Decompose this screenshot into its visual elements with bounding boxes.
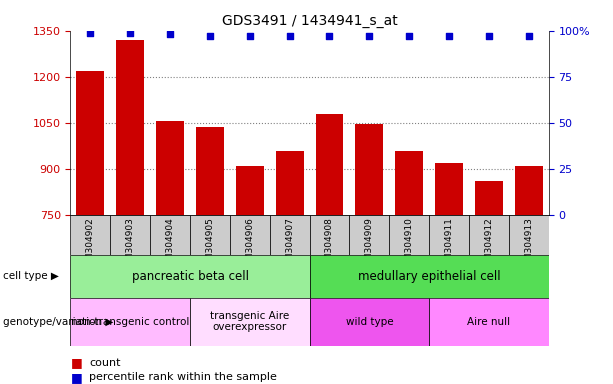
Text: GSM304912: GSM304912 <box>484 217 493 272</box>
Bar <box>116 40 144 215</box>
Bar <box>70 215 110 255</box>
Bar <box>70 298 190 346</box>
Point <box>325 33 335 39</box>
Bar <box>356 124 383 215</box>
Bar <box>156 121 184 215</box>
Bar <box>435 163 463 215</box>
Bar <box>70 255 310 298</box>
Text: GSM304908: GSM304908 <box>325 217 334 272</box>
Text: ■: ■ <box>70 371 82 384</box>
Point <box>405 33 414 39</box>
Bar <box>429 215 469 255</box>
Text: wild type: wild type <box>346 316 393 327</box>
Text: pancreatic beta cell: pancreatic beta cell <box>132 270 248 283</box>
Bar <box>150 215 190 255</box>
Point <box>166 31 175 38</box>
Bar <box>310 255 549 298</box>
Text: GSM304909: GSM304909 <box>365 217 374 272</box>
Point <box>524 33 533 39</box>
Text: non-transgenic control: non-transgenic control <box>71 316 189 327</box>
Bar <box>276 151 303 215</box>
Bar <box>475 181 503 215</box>
Bar <box>509 215 549 255</box>
Text: GSM304906: GSM304906 <box>245 217 254 272</box>
Bar <box>469 215 509 255</box>
Point <box>86 30 96 36</box>
Text: percentile rank within the sample: percentile rank within the sample <box>89 372 276 382</box>
Bar <box>77 71 104 215</box>
Bar <box>190 298 310 346</box>
Bar <box>429 298 549 346</box>
Text: GSM304904: GSM304904 <box>166 217 175 272</box>
Bar <box>389 215 429 255</box>
Point <box>364 33 374 39</box>
Bar <box>196 127 224 215</box>
Text: count: count <box>89 358 120 368</box>
Bar <box>270 215 310 255</box>
Bar <box>316 114 343 215</box>
Text: cell type ▶: cell type ▶ <box>3 271 59 281</box>
Text: Aire null: Aire null <box>467 316 511 327</box>
Text: GSM304910: GSM304910 <box>405 217 414 272</box>
Point <box>444 33 454 39</box>
Title: GDS3491 / 1434941_s_at: GDS3491 / 1434941_s_at <box>222 14 397 28</box>
Text: GSM304911: GSM304911 <box>444 217 454 272</box>
Bar <box>310 215 349 255</box>
Point <box>484 33 494 39</box>
Point <box>125 30 135 36</box>
Text: GSM304905: GSM304905 <box>205 217 215 272</box>
Bar <box>236 166 264 215</box>
Bar <box>310 298 429 346</box>
Bar <box>515 166 543 215</box>
Bar <box>230 215 270 255</box>
Bar <box>110 215 150 255</box>
Text: GSM304907: GSM304907 <box>285 217 294 272</box>
Text: GSM304913: GSM304913 <box>524 217 533 272</box>
Text: ■: ■ <box>70 356 82 369</box>
Bar <box>349 215 389 255</box>
Point <box>284 33 294 39</box>
Bar <box>395 151 423 215</box>
Text: genotype/variation ▶: genotype/variation ▶ <box>3 316 113 327</box>
Text: transgenic Aire
overexpressor: transgenic Aire overexpressor <box>210 311 289 333</box>
Point <box>205 33 215 39</box>
Text: GSM304903: GSM304903 <box>126 217 135 272</box>
Text: medullary epithelial cell: medullary epithelial cell <box>358 270 500 283</box>
Bar <box>190 215 230 255</box>
Text: GSM304902: GSM304902 <box>86 217 95 272</box>
Point <box>245 33 255 39</box>
